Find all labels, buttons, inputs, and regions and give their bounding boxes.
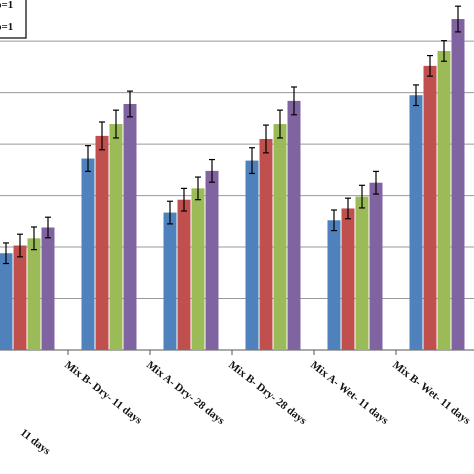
error-bar xyxy=(127,90,133,118)
bar xyxy=(177,199,191,350)
error-bar xyxy=(3,242,9,265)
error-bar xyxy=(427,54,433,77)
bar xyxy=(27,238,41,350)
error-bar xyxy=(99,121,105,151)
bar xyxy=(81,158,95,350)
error-bar xyxy=(85,145,91,172)
bar xyxy=(369,182,383,350)
error-bar xyxy=(263,124,269,154)
bar xyxy=(423,65,437,350)
error-bar xyxy=(345,197,351,220)
bar xyxy=(409,95,423,351)
error-bar xyxy=(209,158,215,183)
error-bar xyxy=(373,170,379,195)
bar xyxy=(95,135,109,350)
error-bar xyxy=(167,200,173,225)
error-bar xyxy=(291,86,297,116)
bar xyxy=(273,124,287,350)
error-bar xyxy=(277,109,283,139)
error-bar xyxy=(441,40,447,62)
error-bar xyxy=(31,226,37,251)
legend-label: o=1 xyxy=(0,0,13,11)
bar xyxy=(245,160,259,350)
bar xyxy=(205,170,219,350)
error-bar xyxy=(359,184,365,209)
bar xyxy=(41,227,55,350)
error-bar xyxy=(181,187,187,212)
bar xyxy=(0,253,13,350)
bar xyxy=(191,188,205,350)
bar xyxy=(163,212,177,350)
bar xyxy=(341,208,355,350)
bar xyxy=(123,103,137,351)
bar xyxy=(437,50,451,351)
bar xyxy=(451,19,465,350)
bar xyxy=(327,220,341,350)
bar xyxy=(109,124,123,350)
error-bar xyxy=(249,147,255,175)
error-bar xyxy=(17,233,23,258)
bar xyxy=(287,100,301,350)
error-bar xyxy=(455,5,461,33)
bar xyxy=(259,138,273,350)
error-bar xyxy=(113,109,119,139)
error-bar xyxy=(331,209,337,232)
error-bar xyxy=(413,84,419,107)
bar xyxy=(13,245,27,350)
bar xyxy=(355,196,369,350)
error-bar xyxy=(195,176,201,201)
legend-label: o=1 xyxy=(0,21,13,33)
legend-box xyxy=(0,0,27,39)
error-bar xyxy=(45,216,51,239)
